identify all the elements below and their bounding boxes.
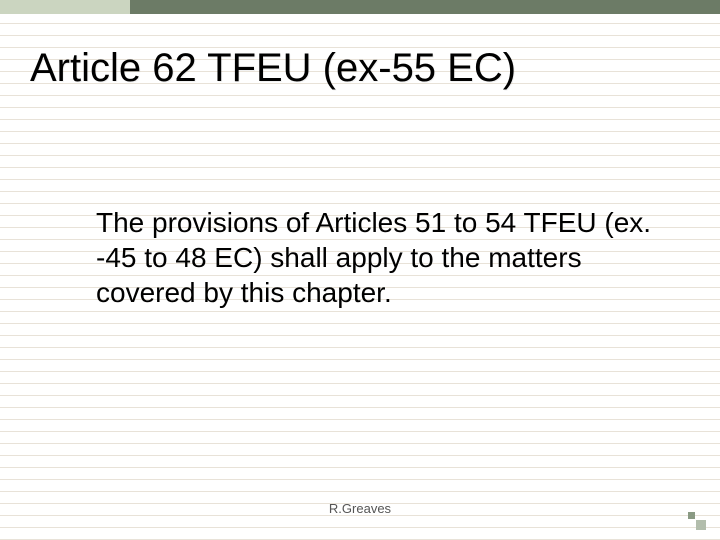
slide-title: Article 62 TFEU (ex-55 EC) (30, 46, 690, 91)
slide-body-text: The provisions of Articles 51 to 54 TFEU… (96, 205, 660, 310)
corner-accent-icon (688, 512, 706, 530)
top-accent-light (0, 0, 130, 14)
slide-footer-author: R.Greaves (0, 501, 720, 516)
top-accent-dark (130, 0, 720, 14)
top-accent-bar (0, 0, 720, 14)
slide-container: Article 62 TFEU (ex-55 EC) The provision… (0, 0, 720, 540)
